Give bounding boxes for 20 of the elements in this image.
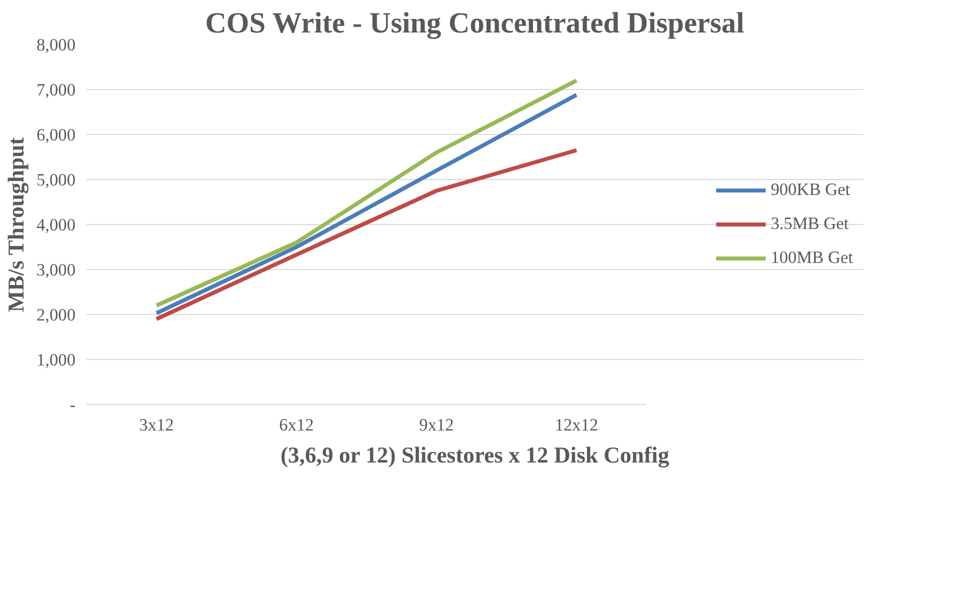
y-axis-title: MB/s Throughput [4, 136, 29, 312]
y-tick-label: 1,000 [36, 350, 76, 370]
y-tick-label: 2,000 [36, 306, 76, 324]
y-tick-label: 8,000 [36, 36, 76, 54]
x-tick-label: 6x12 [279, 416, 314, 434]
line-series [154, 148, 578, 321]
legend-label: 3.5MB Get [770, 214, 849, 234]
y-tick-label: 3,000 [36, 260, 76, 280]
y-tick-label: - [70, 396, 76, 414]
chart-title: COS Write - Using Concentrated Dispersal [205, 8, 744, 40]
y-tick-label: 4,000 [36, 216, 76, 234]
y-tick-label: 7,000 [36, 80, 76, 100]
legend-label: 900KB Get [770, 180, 850, 200]
y-tick-label: 5,000 [36, 170, 76, 190]
y-tick-label: 6,000 [36, 126, 76, 144]
x-axis-title: (3,6,9 or 12) Slicestores x 12 Disk Config [280, 442, 670, 468]
x-tick-label: 9x12 [419, 416, 454, 434]
x-tick-label: 3x12 [139, 416, 174, 434]
x-tick-label: 12x12 [554, 416, 598, 434]
legend-label: 100MB Get [770, 248, 853, 268]
